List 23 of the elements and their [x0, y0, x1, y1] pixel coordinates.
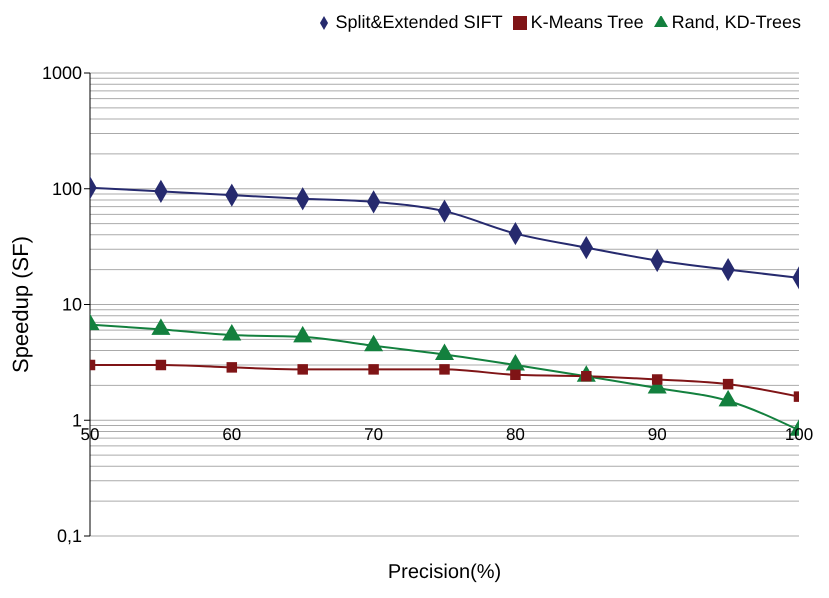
y-axis-title: Speedup (SF): [8, 236, 33, 373]
y-tick-label: 100: [52, 178, 82, 199]
legend-label: Rand, KD-Trees: [672, 12, 801, 32]
point: [297, 364, 308, 375]
x-tick-label: 100: [784, 425, 814, 444]
point: [156, 360, 166, 370]
point: [439, 364, 450, 375]
x-tick-label: 80: [506, 425, 525, 444]
legend-label: K-Means Tree: [530, 12, 644, 32]
y-tick-label: 1: [72, 410, 82, 430]
x-axis-title: Precision(%): [388, 561, 502, 583]
y-tick-label: 1000: [42, 63, 82, 83]
x-tick-label: 60: [222, 425, 242, 444]
x-tick-label: 70: [364, 425, 384, 444]
legend-label: Split&Extended SIFT: [335, 12, 503, 32]
y-tick-label: 10: [62, 294, 82, 314]
point: [652, 374, 662, 385]
point: [510, 370, 521, 380]
point: [226, 362, 238, 373]
point: [722, 378, 734, 390]
y-tick-label: 0,1: [56, 526, 82, 546]
x-tick-label: 90: [648, 425, 667, 444]
point: [368, 364, 379, 375]
